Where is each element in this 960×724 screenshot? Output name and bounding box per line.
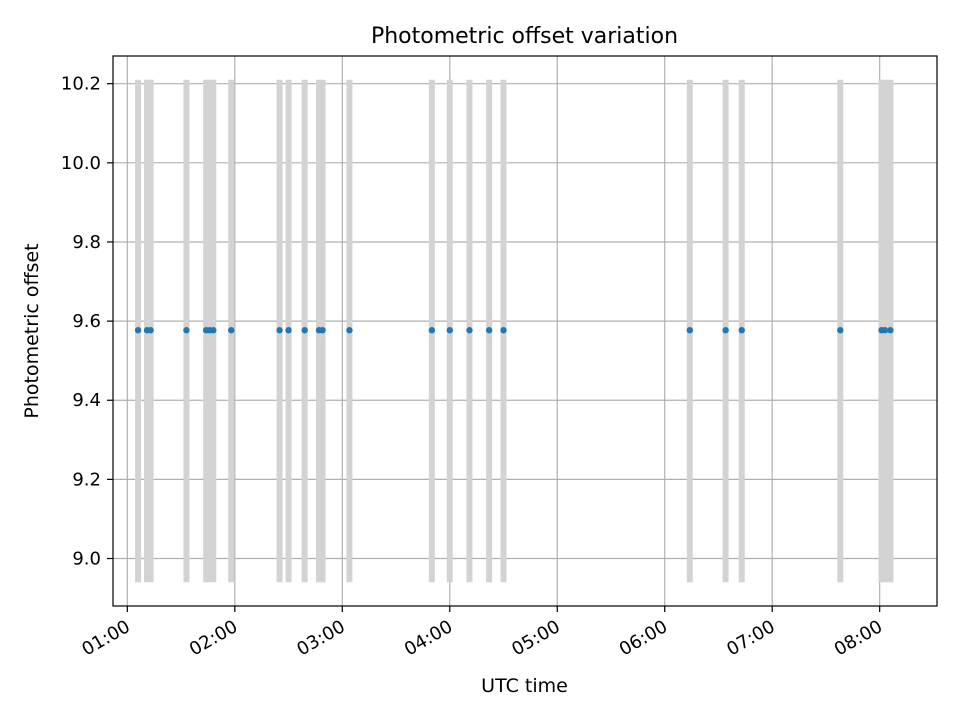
data-point bbox=[485, 327, 493, 334]
data-point bbox=[738, 327, 745, 334]
y-tick-label: 9.6 bbox=[72, 311, 101, 332]
y-tick-label: 10.0 bbox=[61, 153, 101, 174]
x-axis-label: UTC time bbox=[481, 675, 568, 697]
x-tick-label: 05:00 bbox=[508, 616, 563, 660]
x-tick-label: 02:00 bbox=[186, 616, 241, 660]
data-point bbox=[428, 327, 436, 334]
plot-frame bbox=[112, 55, 938, 607]
data-point bbox=[276, 327, 283, 334]
data-point bbox=[446, 327, 453, 334]
data-point bbox=[881, 327, 889, 334]
y-axis: 9.0 9.2 9.4 9.6 9.8 10.0 10.2 bbox=[61, 74, 113, 570]
y-tick-label: 9.4 bbox=[72, 390, 101, 411]
data-point bbox=[147, 327, 154, 334]
y-tick-label: 9.2 bbox=[72, 469, 101, 490]
chart-title: Photometric offset variation bbox=[371, 24, 678, 49]
data-point bbox=[466, 327, 473, 334]
data-point bbox=[319, 327, 326, 334]
x-tick-label: 01:00 bbox=[78, 616, 133, 660]
data-point bbox=[183, 327, 190, 334]
x-tick-label: 06:00 bbox=[616, 616, 671, 660]
x-tick-label: 08:00 bbox=[831, 616, 886, 660]
x-axis: 01:00 02:00 03:00 04:00 05:00 06:00 07:00 08:00 bbox=[78, 606, 886, 660]
data-point bbox=[500, 327, 507, 334]
data-point bbox=[686, 327, 693, 334]
x-tick-label: 07:00 bbox=[723, 616, 778, 660]
data-point bbox=[210, 327, 217, 334]
data-point bbox=[346, 327, 353, 334]
data-point bbox=[887, 327, 894, 334]
point-layer bbox=[134, 327, 894, 334]
x-tick-label: 04:00 bbox=[401, 616, 456, 660]
x-tick-label: 03:00 bbox=[293, 616, 348, 660]
y-tick-label: 9.0 bbox=[72, 549, 101, 570]
data-point bbox=[134, 327, 142, 334]
data-point bbox=[285, 327, 292, 334]
data-point bbox=[837, 327, 844, 334]
data-point bbox=[722, 327, 729, 334]
data-point bbox=[301, 327, 308, 334]
data-point bbox=[228, 327, 235, 334]
y-tick-label: 9.8 bbox=[72, 232, 101, 253]
grid-layer bbox=[113, 56, 937, 606]
y-tick-label: 10.2 bbox=[61, 74, 101, 95]
y-axis-label: Photometric offset bbox=[21, 243, 43, 418]
band-layer bbox=[135, 79, 894, 583]
